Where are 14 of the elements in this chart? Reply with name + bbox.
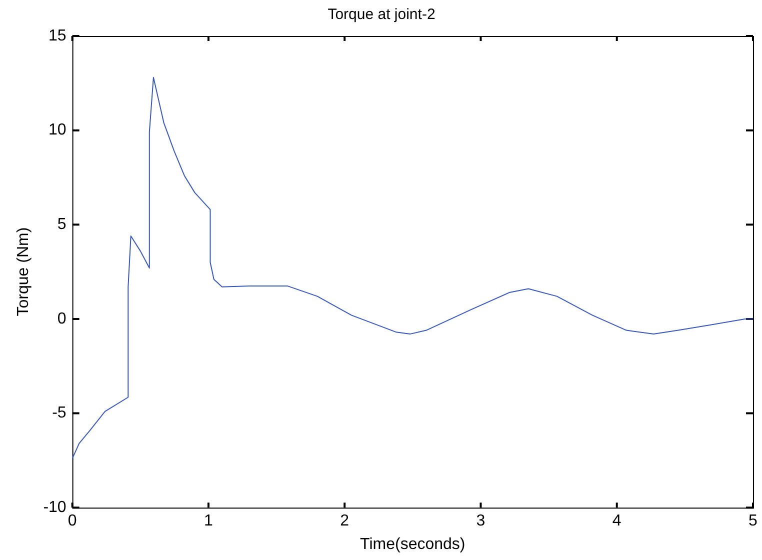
chart-title: Torque at joint-2 [328, 6, 436, 24]
y-tick-label: 0 [57, 310, 66, 328]
x-tick-label: 5 [748, 512, 758, 530]
y-tick-label: -10 [43, 499, 66, 516]
y-tick-label: -5 [52, 404, 66, 422]
x-tick-label: 2 [340, 512, 350, 530]
x-tick-label: 3 [476, 512, 486, 530]
x-tick-label: 1 [204, 512, 214, 530]
x-tick-label: 4 [612, 512, 622, 530]
y-tick-label: 5 [57, 216, 66, 234]
y-axis-title: Torque (Nm) [15, 227, 32, 316]
y-tick-label: 10 [48, 122, 66, 139]
x-axis-title: Time(seconds) [360, 536, 466, 553]
y-tick-label: 15 [48, 27, 66, 44]
